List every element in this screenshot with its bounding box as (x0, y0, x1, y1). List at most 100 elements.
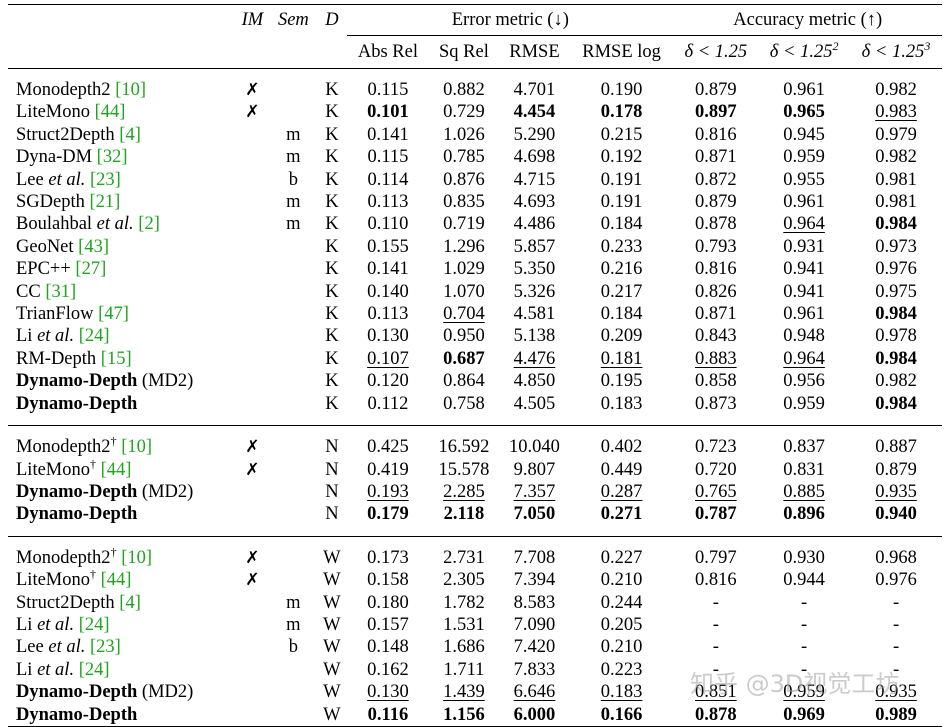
method-cell: Lee et al. [23] (8, 636, 235, 658)
section-rule (8, 425, 942, 437)
metric-cell: 0.981 (850, 191, 942, 213)
metric-cell: 4.701 (499, 79, 570, 101)
citation-link[interactable]: [43] (78, 236, 109, 257)
metric-cell: 0.787 (673, 503, 758, 525)
metric-cell: - (758, 592, 850, 614)
citation-link[interactable]: [31] (45, 281, 77, 302)
metric-value: 7.708 (513, 547, 556, 568)
metric-value: 0.173 (367, 547, 409, 568)
metric-cell: 0.872 (673, 169, 758, 191)
metric-value: 0.112 (367, 393, 409, 414)
metric-value: 0.885 (783, 481, 825, 502)
metric-cell: 0.879 (673, 191, 758, 213)
metric-cell: 0.113 (347, 303, 429, 325)
d-header: D (325, 10, 339, 31)
metric-value: 0.183 (600, 682, 643, 703)
citation-link[interactable]: [47] (98, 304, 129, 325)
metric-cell: 0.816 (673, 258, 758, 280)
citation-link[interactable]: [10] (121, 437, 153, 458)
sem-cell: m (286, 214, 301, 235)
metric-value: 0.978 (875, 326, 917, 347)
metric-cell: 0.965 (758, 101, 850, 123)
method-cell: Dynamo-Depth (MD2) (8, 481, 235, 503)
abs-rel-header: Abs Rel (357, 42, 418, 62)
citation-link[interactable]: [23] (89, 169, 121, 190)
metric-cell: 0.287 (570, 481, 674, 503)
metric-cell: 0.107 (347, 348, 429, 370)
dagger-mark: † (110, 544, 117, 559)
sem-cell (270, 370, 317, 392)
sem-cell (270, 258, 317, 280)
method-name: Dynamo-Depth (16, 704, 138, 725)
metric-value: 0.402 (600, 437, 643, 458)
table-row: Li et al. [24] K 0.130 0.950 5.138 0.209 0.843… (8, 325, 942, 347)
metric-value: 0.227 (600, 547, 643, 568)
citation-link[interactable]: [4] (119, 592, 141, 613)
method-cell: Dynamo-Depth (MD2) (8, 681, 235, 703)
metric-cell: 1.711 (429, 659, 500, 681)
citation-link[interactable]: [23] (89, 637, 121, 658)
metric-value: 0.157 (367, 614, 409, 635)
citation-link[interactable]: [24] (78, 659, 110, 680)
method-header (8, 5, 235, 36)
metric-value: 0.190 (600, 80, 643, 100)
metric-value: 0.192 (600, 147, 643, 168)
metric-value: 0.950 (443, 326, 485, 347)
metric-cell: 0.959 (758, 681, 850, 703)
dataset-cell: K (325, 281, 339, 302)
metric-cell: 0.183 (570, 393, 674, 415)
metric-cell: - (673, 592, 758, 614)
sem-cell (270, 281, 317, 303)
metric-value: 0.941 (783, 281, 825, 302)
metric-cell: 0.940 (850, 503, 942, 525)
citation-link[interactable]: [10] (121, 547, 153, 568)
metric-value: 0.876 (443, 169, 485, 190)
citation-link[interactable]: [21] (89, 192, 121, 213)
metric-cell: 5.350 (499, 258, 570, 280)
table-row: Dynamo-Depth (MD2) N 0.193 2.285 7.357 0.287 0… (8, 481, 942, 503)
im-cell (235, 325, 270, 347)
citation-link[interactable]: [32] (96, 147, 128, 168)
metric-value: 10.040 (509, 437, 560, 458)
metric-value: 0.130 (367, 682, 409, 703)
metric-cell: 0.896 (758, 503, 850, 525)
citation-link[interactable]: [27] (75, 259, 107, 280)
metric-value: 8.583 (513, 592, 556, 613)
metric-value: - (892, 592, 900, 613)
dataset-cell: W (323, 592, 341, 613)
metric-cell: 7.420 (499, 636, 570, 658)
citation-link[interactable]: [15] (100, 348, 132, 369)
citation-link[interactable]: [10] (115, 80, 147, 100)
method-name: Struct2Depth (16, 592, 115, 613)
metric-value: 0.209 (600, 326, 643, 347)
citation-link[interactable]: [24] (78, 326, 110, 347)
metric-value: 0.930 (783, 547, 825, 568)
citation-link[interactable]: [4] (119, 124, 141, 145)
metric-value: 0.785 (443, 147, 485, 168)
delta-3-header: δ < 1.253 (861, 38, 931, 62)
metric-cell: 0.419 (347, 459, 429, 481)
citation-link[interactable]: [44] (100, 570, 132, 591)
table-row: LiteMono† [44] ✗ W 0.158 2.305 7.394 0.210 0.81… (8, 568, 942, 591)
et-al: et al. (37, 326, 75, 347)
sem-cell (270, 348, 317, 370)
sem-cell (270, 481, 317, 503)
citation-link[interactable]: [44] (100, 459, 132, 480)
method-name: Lee (16, 169, 44, 190)
table-row: Dynamo-Depth K 0.112 0.758 4.505 0.183 0.873 0.… (8, 393, 942, 415)
metric-cell: 0.191 (570, 191, 674, 213)
metric-value: 0.935 (875, 481, 917, 502)
metric-cell: 0.215 (570, 124, 674, 146)
metric-value: 0.723 (695, 437, 737, 458)
citation-link[interactable]: [24] (78, 614, 110, 635)
metric-value: 4.701 (513, 80, 556, 100)
method-cell: Li et al. [24] (8, 614, 235, 636)
metric-value: 0.896 (783, 504, 825, 525)
citation-link[interactable]: [2] (138, 214, 160, 235)
citation-link[interactable]: [44] (94, 102, 126, 123)
metric-value: - (712, 659, 719, 680)
im-cell (235, 704, 270, 727)
metric-cell: 0.976 (850, 258, 942, 280)
method-suffix: (MD2) (137, 481, 194, 502)
metric-value: 0.864 (443, 371, 485, 392)
